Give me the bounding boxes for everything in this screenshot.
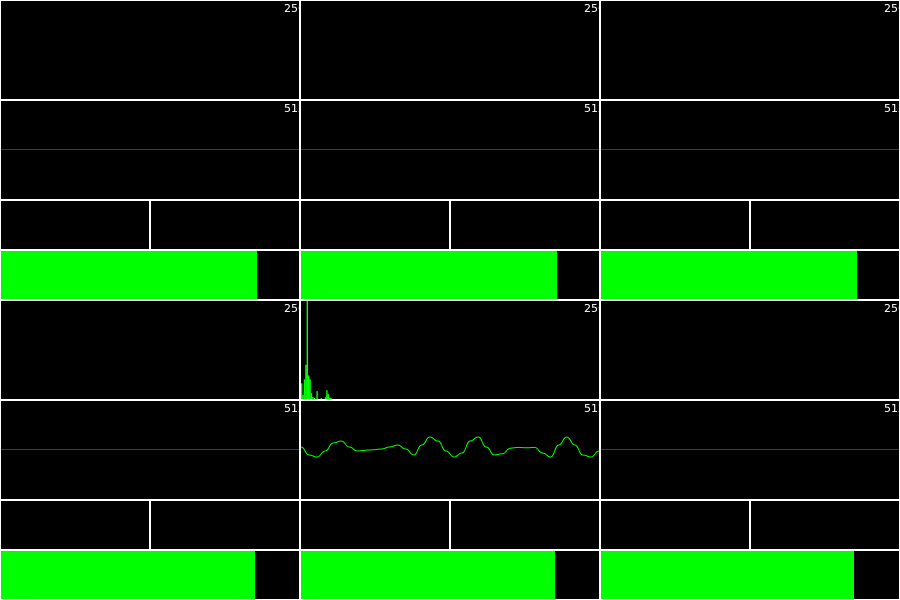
waveform-samples-label: 512 bbox=[584, 402, 599, 415]
sub-panel-right-2 bbox=[451, 201, 599, 249]
spectrum-bar bbox=[309, 379, 311, 399]
waveform-panel-3: 512 bbox=[601, 101, 899, 199]
level-meter-fill bbox=[301, 251, 558, 299]
sub-panel-left-4 bbox=[1, 501, 149, 549]
spectrum-panel-2: 256 bbox=[301, 1, 599, 99]
waveform-samples-label: 512 bbox=[284, 102, 299, 115]
spectrum-bins-label: 256 bbox=[584, 302, 599, 315]
spectrum-panel-5: 256 bbox=[301, 301, 599, 399]
sub-panel-left-6 bbox=[601, 501, 749, 549]
spectrum-bar bbox=[305, 364, 307, 399]
spectrum-bins-label: 256 bbox=[584, 2, 599, 15]
level-meter-1 bbox=[1, 251, 299, 299]
level-meter-fill bbox=[1, 551, 256, 599]
sub-panel-right-5 bbox=[451, 501, 599, 549]
level-meter-fill bbox=[601, 551, 855, 599]
sub-panel-right-4 bbox=[151, 501, 299, 549]
spectrum-bins-label: 256 bbox=[284, 2, 299, 15]
sub-panel-left-3 bbox=[601, 201, 749, 249]
level-meter-2 bbox=[301, 251, 599, 299]
waveform-baseline bbox=[301, 149, 599, 150]
level-meter-fill bbox=[1, 251, 258, 299]
spectrum-panel-1: 256 bbox=[1, 1, 299, 99]
waveform-samples-label: 512 bbox=[284, 402, 299, 415]
spectrum-bar bbox=[313, 398, 315, 399]
level-meter-fill bbox=[301, 551, 556, 599]
waveform-baseline bbox=[1, 149, 299, 150]
spectrum-panel-6: 256 bbox=[601, 301, 899, 399]
spectrum-bar bbox=[326, 390, 328, 399]
spectrum-bar bbox=[329, 398, 331, 399]
spectrum-bar bbox=[301, 383, 303, 399]
spectrum-bar bbox=[316, 391, 318, 399]
waveform-samples-label: 512 bbox=[884, 402, 899, 415]
spectrum-bar bbox=[312, 397, 314, 399]
waveform-panel-6: 512 bbox=[601, 401, 899, 499]
waveform-panel-1: 512 bbox=[1, 101, 299, 199]
level-meter-6 bbox=[601, 551, 899, 599]
level-meter-4 bbox=[1, 551, 299, 599]
waveform-samples-label: 512 bbox=[584, 102, 599, 115]
spectrum-bins-label: 256 bbox=[884, 2, 899, 15]
sub-panel-left-1 bbox=[1, 201, 149, 249]
spectrum-bar bbox=[327, 394, 329, 399]
waveform-baseline bbox=[1, 449, 299, 450]
spectrum-bar bbox=[308, 375, 310, 399]
level-meter-3 bbox=[601, 251, 899, 299]
spectrum-panel-4: 256 bbox=[1, 301, 299, 399]
spectrum-bar bbox=[302, 395, 304, 399]
waveform-panel-4: 512 bbox=[1, 401, 299, 499]
spectrum-bins-label: 256 bbox=[284, 302, 299, 315]
spectrum-bar bbox=[330, 398, 332, 399]
spectrum-bar bbox=[303, 379, 306, 399]
spectrum-bar bbox=[324, 397, 327, 399]
sub-panel-left-2 bbox=[301, 201, 449, 249]
sub-panel-left-5 bbox=[301, 501, 449, 549]
waveform-panel-2: 512 bbox=[301, 101, 599, 199]
spectrum-bar bbox=[306, 301, 308, 399]
waveform-baseline bbox=[601, 449, 899, 450]
waveform-line bbox=[301, 436, 599, 458]
spectrum-bar bbox=[320, 398, 322, 399]
waveform-trace bbox=[301, 436, 599, 458]
sub-panel-right-3 bbox=[751, 201, 899, 249]
spectrum-bins-label: 256 bbox=[884, 302, 899, 315]
level-meter-fill bbox=[601, 251, 858, 299]
level-meter-5 bbox=[301, 551, 599, 599]
sub-panel-right-6 bbox=[751, 501, 899, 549]
sub-panel-right-1 bbox=[151, 201, 299, 249]
spectrum-panel-3: 256 bbox=[601, 1, 899, 99]
waveform-samples-label: 512 bbox=[884, 102, 899, 115]
waveform-baseline bbox=[601, 149, 899, 150]
waveform-panel-5: 512 bbox=[301, 401, 599, 499]
spectrum-bars bbox=[301, 301, 332, 399]
spectrum-bar bbox=[310, 393, 313, 399]
